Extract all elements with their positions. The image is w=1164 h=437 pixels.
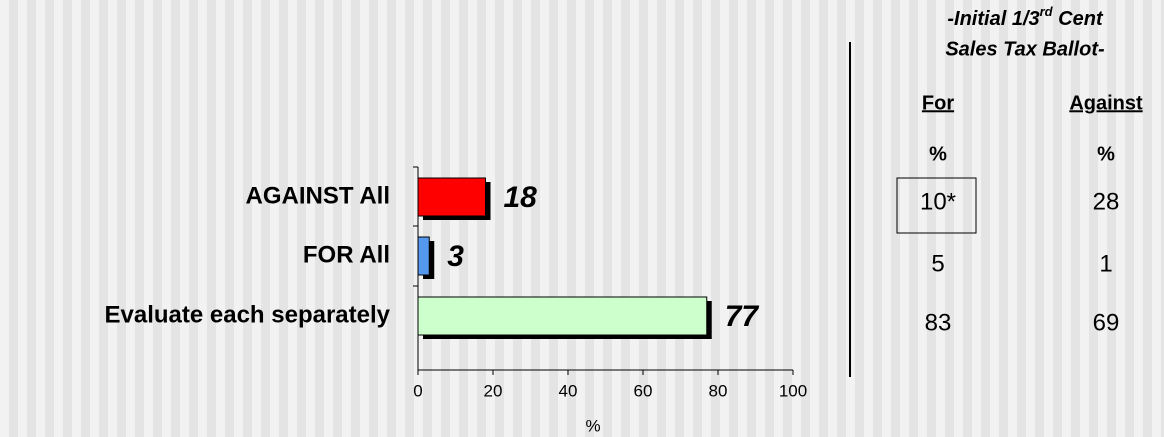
title-part: -Initial 1/3 (947, 8, 1039, 30)
x-tick-label: 80 (709, 381, 728, 400)
table-cell: 28 (1093, 188, 1120, 215)
value-label: 3 (447, 240, 464, 273)
category-label: Evaluate each separately (104, 301, 390, 328)
column-header: Against (1069, 92, 1143, 114)
table-cell: 69 (1093, 309, 1120, 336)
x-tick-label: 60 (634, 381, 653, 400)
column-header: For (922, 92, 954, 114)
table-cell: 5 (931, 250, 944, 277)
value-label: 77 (725, 300, 760, 333)
table-cell: 83 (925, 309, 952, 336)
table-title-line2: Sales Tax Ballot- (945, 38, 1105, 60)
x-axis-label: % (585, 416, 600, 435)
table-cell: 10* (920, 188, 956, 215)
value-label: 18 (504, 181, 538, 214)
category-label: FOR All (303, 241, 390, 268)
bar (417, 236, 430, 276)
column-unit: % (929, 143, 947, 165)
column-unit: % (1097, 143, 1115, 165)
bar (417, 177, 486, 217)
x-tick-label: 20 (484, 381, 503, 400)
category-label: AGAINST All (246, 182, 390, 209)
x-tick-label: 40 (559, 381, 578, 400)
bar (417, 296, 708, 336)
table-title: -Initial 1/3rd Cent (947, 4, 1104, 30)
title-part: Cent (1053, 8, 1104, 30)
cell-box (896, 177, 977, 234)
x-tick-label: 0 (413, 381, 422, 400)
x-tick-label: 100 (779, 381, 807, 400)
title-sup: rd (1040, 4, 1054, 19)
table-cell: 1 (1099, 250, 1112, 277)
